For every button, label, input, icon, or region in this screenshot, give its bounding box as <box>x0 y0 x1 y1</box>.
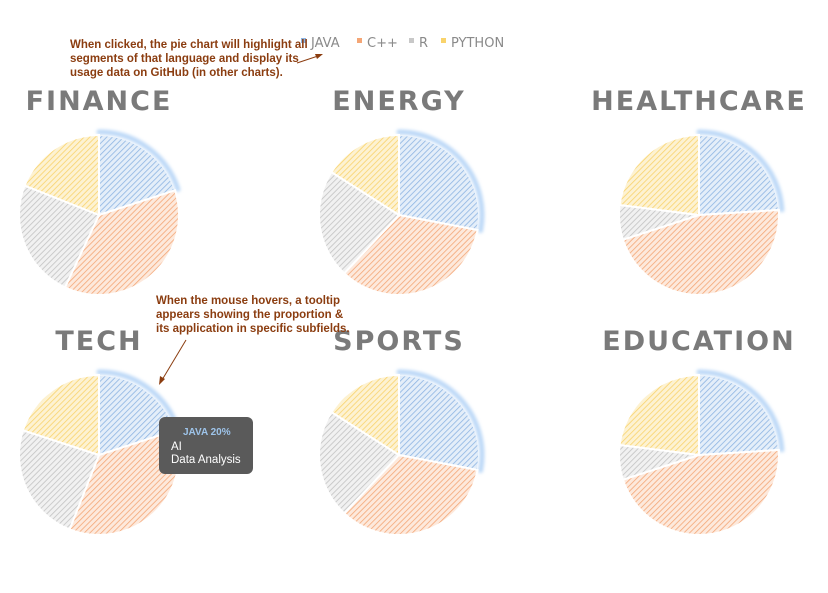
legend-swatch-python <box>441 38 446 43</box>
pie-slice-finance-r[interactable] <box>18 184 101 289</box>
pie-slice-finance-cpp[interactable] <box>63 189 180 296</box>
pie-highlight-education-java <box>696 369 785 453</box>
legend-label-python: PYTHON <box>451 36 504 51</box>
pie-slice-education-java[interactable] <box>698 373 780 457</box>
click-annotation-arrowhead <box>315 54 323 59</box>
pie-tech[interactable] <box>18 369 181 536</box>
pie-slice-sports-r[interactable] <box>318 410 401 515</box>
pie-title-healthcare: HEALTHCARE <box>591 86 807 117</box>
legend-item-python[interactable]: PYTHON <box>441 36 504 51</box>
legend-item-cpp[interactable]: C++ <box>357 36 398 51</box>
tooltip-line-data-analysis: Data Analysis <box>171 454 241 466</box>
hover-annotation-arrow <box>161 339 187 381</box>
legend-swatch-cpp <box>357 38 362 43</box>
legend-swatch-java <box>301 38 306 43</box>
pie-highlight-healthcare-java <box>696 129 785 213</box>
pie-slice-healthcare-java[interactable] <box>698 133 780 217</box>
pie-sports[interactable] <box>318 369 485 536</box>
pie-slice-energy-python[interactable] <box>330 133 400 217</box>
pie-tooltip: JAVA 20% AI Data Analysis <box>159 417 253 474</box>
pie-title-sports: SPORTS <box>333 326 465 357</box>
pie-slice-finance-python[interactable] <box>23 133 100 217</box>
hover-annotation-arrowhead <box>159 376 165 385</box>
pie-slice-energy-r[interactable] <box>318 170 401 275</box>
pie-education[interactable] <box>618 369 785 536</box>
pie-title-education: EDUCATION <box>602 326 795 357</box>
pie-slice-healthcare-cpp[interactable] <box>621 208 780 296</box>
pies-group <box>18 129 785 536</box>
pie-title-energy: ENERGY <box>332 86 465 117</box>
annotation-arrows <box>159 54 323 385</box>
click-annotation-arrow <box>296 55 319 64</box>
pie-slice-sports-cpp[interactable] <box>342 453 479 536</box>
legend-label-cpp: C++ <box>367 36 398 51</box>
hover-annotation: When the mouse hovers, a tooltip appears… <box>156 295 350 335</box>
pie-slice-sports-python[interactable] <box>330 373 400 457</box>
legend-label-java: JAVA <box>310 36 340 51</box>
pie-highlight-finance-java <box>96 129 181 192</box>
tooltip-header: JAVA 20% <box>183 427 231 438</box>
pie-slice-education-cpp[interactable] <box>621 448 780 536</box>
pie-energy[interactable] <box>318 129 485 296</box>
legend-swatch-r <box>409 38 414 43</box>
pie-highlight-energy-java <box>396 129 485 234</box>
pie-slice-education-python[interactable] <box>618 373 700 457</box>
pie-slice-sports-java[interactable] <box>398 373 480 472</box>
pie-healthcare[interactable] <box>618 129 785 296</box>
pie-slice-healthcare-python[interactable] <box>618 133 700 217</box>
pie-slice-energy-java[interactable] <box>398 133 480 232</box>
tooltip-line-ai: AI <box>171 441 182 453</box>
pie-slice-tech-python[interactable] <box>21 373 100 457</box>
legend-item-java[interactable]: JAVA <box>301 36 340 51</box>
pie-slice-energy-cpp[interactable] <box>342 213 479 296</box>
legend: JAVA C++ R PYTHON <box>301 36 504 51</box>
pie-title-tech: TECH <box>55 326 142 357</box>
legend-item-r[interactable]: R <box>409 36 428 51</box>
pie-finance[interactable] <box>18 129 181 296</box>
click-annotation: When clicked, the pie chart will highlig… <box>70 39 308 79</box>
pie-highlight-sports-java <box>396 369 485 474</box>
pie-slice-tech-r[interactable] <box>18 429 101 531</box>
pie-title-finance: FINANCE <box>26 86 173 117</box>
legend-label-r: R <box>419 36 428 51</box>
pie-slice-finance-java[interactable] <box>98 133 177 217</box>
